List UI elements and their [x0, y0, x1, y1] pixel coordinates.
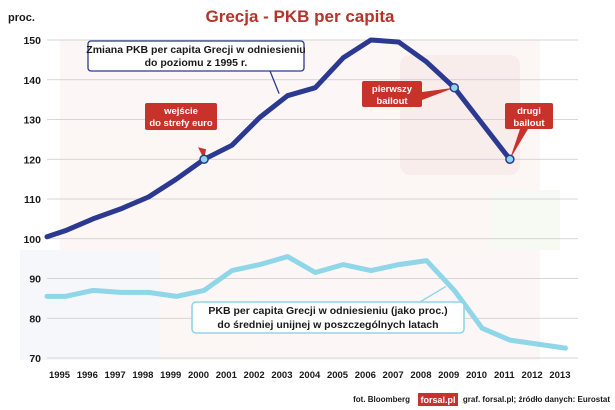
- annotation-bailout-1: pierwszy bailout: [362, 81, 422, 107]
- x-tick-label: 2003: [271, 370, 292, 381]
- series-line-relEU: [44, 254, 568, 351]
- x-tick-label: 1999: [160, 370, 181, 381]
- x-tick-label: 1998: [132, 370, 153, 381]
- connector-bailout-1: [422, 87, 455, 100]
- x-tick-label: 2006: [355, 370, 376, 381]
- series-line-rel1995: [44, 37, 513, 240]
- y-axis-ticks: 70 80 90 100 110 120 130 140 150: [23, 35, 41, 365]
- photo-credit: fot. Bloomberg: [353, 395, 410, 404]
- grid-lines: [47, 39, 578, 359]
- annotation-bailout-2: drugi bailout: [505, 103, 553, 129]
- source-credit: graf. forsal.pl; źródło danych: Eurostat: [463, 395, 610, 404]
- annotation-main-line1: Zmiana PKB per capita Grecji w odniesien…: [86, 44, 305, 56]
- x-tick-label: 2013: [549, 370, 570, 381]
- connector-eu-box: [419, 285, 447, 303]
- y-tick-label: 70: [29, 353, 41, 365]
- annotation-eu-line1: PKB per capita Grecji w odniesieniu (jak…: [208, 305, 447, 317]
- annotation-bailout2-line1: drugi: [517, 106, 541, 117]
- forsal-logo: forsal.pl: [420, 395, 455, 405]
- y-tick-label: 120: [23, 154, 41, 166]
- annotation-euro-entry: wejście do strefy euro: [145, 103, 217, 130]
- y-tick-label: 150: [23, 35, 41, 47]
- annotation-eu-box: PKB per capita Grecji w odniesieniu (jak…: [191, 301, 465, 334]
- x-tick-label: 2002: [244, 370, 265, 381]
- x-tick-label: 2012: [522, 370, 543, 381]
- y-tick-label: 140: [23, 75, 41, 87]
- connector-main-box: [269, 70, 280, 94]
- annotation-euro-line2: do strefy euro: [149, 118, 213, 129]
- chart-title: Grecja - PKB per capita: [206, 7, 396, 26]
- annotation-bailout2-line2: bailout: [513, 118, 545, 129]
- highlight-point-euro_entry: [199, 154, 209, 164]
- x-tick-label: 2005: [327, 370, 349, 381]
- annotation-bailout1-line1: pierwszy: [372, 84, 413, 95]
- annotation-main-box: Zmiana PKB per capita Grecji w odniesien…: [86, 40, 306, 72]
- highlight-point-bailout1: [449, 82, 460, 93]
- highlight-points: [199, 82, 515, 164]
- y-tick-label: 100: [23, 234, 41, 246]
- x-tick-label: 2007: [383, 370, 404, 381]
- x-tick-label: 2001: [216, 370, 238, 381]
- y-tick-label: 130: [23, 115, 41, 127]
- y-tick-label: 80: [29, 313, 41, 325]
- annotation-eu-line2: do średniej unijnej w poszczególnych lat…: [217, 319, 438, 331]
- y-tick-label: 90: [29, 274, 41, 286]
- annotation-euro-line1: wejście: [163, 106, 198, 117]
- x-tick-label: 1995: [49, 370, 71, 381]
- highlight-point-bailout2: [505, 154, 515, 164]
- annotation-main-line2: do poziomu z 1995 r.: [145, 57, 248, 69]
- x-tick-label: 2010: [466, 370, 487, 381]
- x-tick-label: 2008: [410, 370, 431, 381]
- forsal-logo-background: [418, 393, 458, 406]
- y-tick-label: 110: [24, 194, 41, 206]
- annotation-bailout1-line2: bailout: [376, 96, 408, 107]
- x-tick-label: 1996: [77, 370, 98, 381]
- x-tick-label: 2004: [299, 370, 321, 381]
- x-tick-label: 2000: [188, 370, 209, 381]
- footer: fot. Bloomberg forsal.pl graf. forsal.pl…: [353, 393, 610, 406]
- x-tick-label: 2009: [438, 370, 459, 381]
- x-tick-label: 2011: [494, 370, 515, 381]
- y-axis-unit-label: proc.: [8, 12, 35, 24]
- series-layer: [44, 37, 568, 351]
- x-tick-label: 1997: [105, 370, 126, 381]
- x-axis-ticks: 1995 1996 1997 1998 1999 2000 2001 2002 2003 2004…: [49, 370, 571, 381]
